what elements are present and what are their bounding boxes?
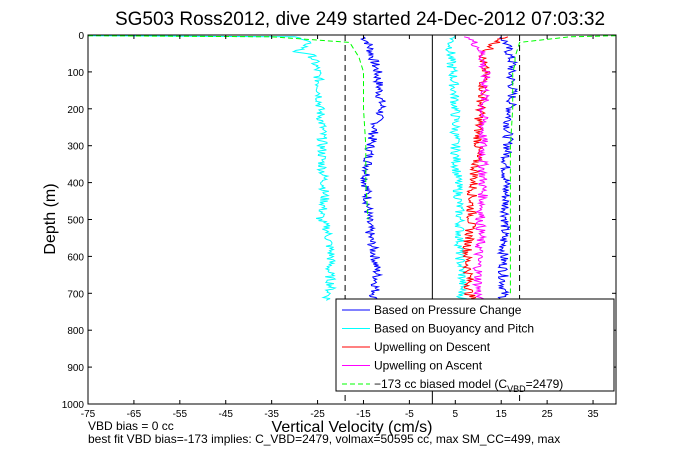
x-tick-label: -75: [81, 409, 96, 420]
y-tick-label: 600: [67, 252, 84, 263]
y-axis-label: Depth (m): [42, 183, 59, 254]
series-line-0-0: [359, 36, 387, 302]
series-line-1-0: [88, 35, 337, 301]
x-axis-label: Vertical Velocity (cm/s): [272, 419, 433, 436]
x-tick-label: 15: [496, 409, 508, 420]
y-tick-label: 200: [67, 105, 84, 116]
x-tick-label: -45: [219, 409, 234, 420]
y-tick-label: 1000: [62, 400, 85, 411]
chart-title: SG503 Ross2012, dive 249 started 24-Dec-…: [115, 9, 605, 30]
legend-label: Upwelling on Ascent: [374, 359, 483, 373]
x-tick-label: -55: [173, 409, 188, 420]
series-line-3-0: [463, 36, 492, 301]
x-tick-label: -25: [310, 409, 325, 420]
series-line-4-1: [509, 35, 616, 294]
series-line-4-0: [88, 35, 369, 220]
x-tick-label: -5: [405, 409, 414, 420]
x-tick-label: 35: [587, 409, 599, 420]
legend-label: Based on Pressure Change: [374, 303, 522, 317]
y-tick-label: 500: [67, 216, 84, 227]
x-tick-label: -35: [264, 409, 279, 420]
legend-label: Upwelling on Descent: [374, 340, 491, 354]
x-tick-label: -15: [356, 409, 371, 420]
y-tick-label: 400: [67, 179, 84, 190]
legend-box: [335, 298, 615, 392]
x-tick-label: 5: [453, 409, 459, 420]
y-tick-label: 800: [67, 326, 84, 337]
x-tick-label: -65: [127, 409, 142, 420]
legend: Based on Pressure Change Based on Buoyanc…: [335, 298, 615, 394]
y-tick-label: 900: [67, 363, 84, 374]
series-line-2-0: [461, 36, 509, 302]
y-tick-label: 100: [67, 68, 84, 79]
footer-best-fit: best fit VBD bias=-173 implies: C_VBD=24…: [88, 432, 561, 446]
series-line-0-1: [496, 36, 519, 302]
y-tick-label: 0: [78, 31, 84, 42]
y-tick-label: 700: [67, 289, 84, 300]
series-line-1-1: [445, 35, 469, 302]
legend-label: −173 cc biased model (CVBD=2479): [374, 377, 563, 394]
x-tick-label: 25: [542, 409, 554, 420]
y-tick-label: 300: [67, 142, 84, 153]
footer-vbd-bias: VBD bias = 0 cc: [88, 419, 174, 433]
legend-label: Based on Buoyancy and Pitch: [374, 322, 534, 336]
